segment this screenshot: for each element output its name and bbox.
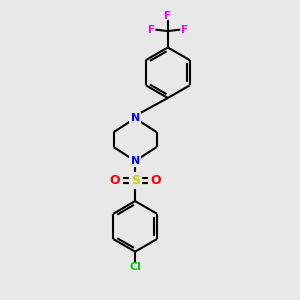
Text: N: N [130,156,140,166]
Text: F: F [148,25,155,34]
Text: N: N [130,113,140,123]
Text: Cl: Cl [129,262,141,272]
Text: S: S [130,174,140,187]
Text: O: O [110,174,120,187]
Text: F: F [181,25,188,34]
Text: F: F [164,11,171,21]
Text: O: O [150,174,161,187]
